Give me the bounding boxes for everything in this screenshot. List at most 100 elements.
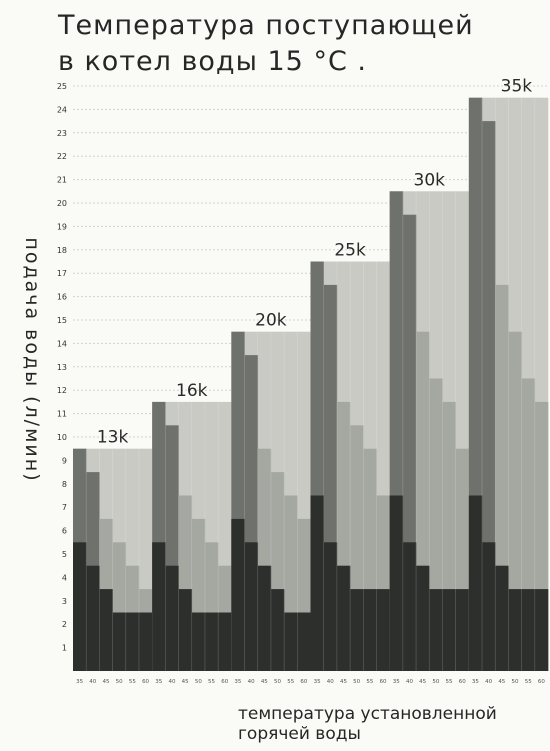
bar-dark-g2-c2 [257,565,272,671]
bar-dark-g0-c0 [73,542,87,671]
x-tick-label-g0-c3: 50 [116,679,123,685]
x-tick-label-g3-c3: 50 [353,679,360,685]
y-tick-label-0: 1 [62,644,67,653]
bar-dark-g5-c5 [534,589,549,671]
y-tick-label-6: 7 [62,503,67,512]
bar-dark-g0-c1 [86,565,100,671]
y-tick-label-14: 15 [57,316,67,325]
y-tick-label-17: 18 [57,246,67,255]
bar-dark-g5-c4 [521,589,536,671]
bar-dark-g3-c1 [323,542,338,671]
x-tick-label-g4-c2: 45 [419,679,426,685]
x-tick-label-g4-c4: 55 [446,679,453,685]
chart-title-line-2: в котел воды 15 °С . [58,46,367,77]
y-tick-label-12: 13 [57,363,67,372]
x-tick-label-g2-c1: 40 [248,679,255,685]
bar-dark-g2-c1 [244,542,259,671]
x-tick-label-g0-c2: 45 [102,679,109,685]
x-tick-label-g1-c3: 50 [195,679,202,685]
bar-dark-g3-c3 [350,589,364,671]
x-tick-label-g4-c5: 60 [459,679,466,685]
bar-dark-g1-c3 [191,612,206,671]
bar-dark-g5-c2 [495,565,509,671]
y-tick-label-3: 4 [62,573,67,582]
group-label-1: 16k [176,381,208,401]
y-tick-label-5: 6 [62,527,67,536]
y-tick-label-19: 20 [57,199,67,208]
chart-title-line-1: Температура поступающей [58,10,474,41]
y-tick-label-1: 2 [62,620,67,629]
y-tick-label-2: 3 [62,597,67,606]
bar-dark-g4-c0 [389,495,404,671]
bar-dark-g2-c3 [270,589,285,671]
x-tick-label-g0-c1: 40 [89,679,96,685]
x-tick-label-g3-c2: 45 [340,679,347,685]
y-tick-label-10: 11 [57,410,67,419]
x-tick-label-g2-c5: 60 [300,679,307,685]
x-tick-label-g2-c0: 35 [234,679,241,685]
y-tick-label-15: 16 [57,293,67,302]
bar-dark-g1-c2 [178,589,193,671]
x-tick-label-g0-c5: 60 [142,679,149,685]
bar-dark-g4-c2 [416,565,430,671]
y-tick-label-7: 8 [62,480,67,489]
y-tick-label-4: 5 [62,550,67,559]
chart-canvas: 1234567891011121314151617181920212223242… [57,77,549,685]
bar-dark-g0-c3 [112,612,127,671]
bar-dark-g4-c1 [402,542,417,671]
x-tick-label-g1-c1: 40 [168,679,175,685]
bar-dark-g5-c0 [468,495,483,671]
bar-dark-g0-c5 [138,612,153,671]
x-tick-label-g5-c0: 35 [472,679,479,685]
y-tick-label-16: 17 [57,269,67,278]
y-tick-label-9: 10 [57,433,67,442]
bar-dark-g5-c1 [482,542,496,671]
bar-dark-g2-c5 [297,612,311,671]
y-tick-label-13: 14 [57,339,67,348]
x-tick-label-g1-c4: 55 [208,679,215,685]
bar-dark-g3-c0 [310,495,324,671]
x-tick-label-g1-c2: 45 [182,679,189,685]
bar-g5-c3 [508,331,522,671]
bar-dark-g1-c5 [218,612,232,671]
x-tick-label-g3-c0: 35 [314,679,321,685]
x-tick-label-g1-c0: 35 [155,679,162,685]
chart-title: Температура поступающей в котел воды 15 … [58,8,538,80]
y-tick-label-20: 21 [57,176,67,185]
bar-g5-c1 [482,121,496,672]
x-tick-label-g4-c3: 50 [432,679,439,685]
y-tick-label-24: 25 [57,82,67,91]
bar-dark-g3-c4 [363,589,377,671]
x-tick-label-g0-c4: 55 [129,679,136,685]
y-tick-label-21: 22 [57,152,67,161]
bar-dark-g4-c4 [442,589,456,671]
x-tick-label-g0-c0: 35 [76,679,83,685]
x-tick-label-g5-c4: 55 [525,679,532,685]
bar-dark-g2-c0 [231,518,245,671]
y-tick-label-11: 12 [57,386,67,395]
bar-dark-g0-c2 [99,589,113,671]
x-tick-label-g4-c0: 35 [393,679,400,685]
bar-dark-g3-c2 [336,565,351,671]
x-tick-label-g3-c1: 40 [327,679,334,685]
x-tick-label-g5-c2: 45 [498,679,505,685]
x-tick-label-g2-c2: 45 [261,679,268,685]
x-axis-label: температура установленной горячей воды [238,704,497,744]
x-tick-label-g5-c3: 50 [512,679,519,685]
group-label-0: 13k [97,428,129,448]
bar-dark-g1-c0 [152,542,166,671]
group-label-2: 20k [255,311,287,331]
bar-dark-g0-c4 [125,612,140,671]
y-tick-label-8: 9 [62,456,67,465]
bar-dark-g3-c5 [376,589,390,671]
group-label-4: 30k [414,170,446,190]
bar-dark-g2-c4 [284,612,298,671]
bar-dark-g1-c1 [165,565,179,671]
x-tick-label-g4-c1: 40 [406,679,413,685]
x-tick-label-g2-c4: 55 [287,679,294,685]
y-tick-label-22: 23 [57,129,67,138]
x-tick-label-g2-c3: 50 [274,679,281,685]
x-tick-label-g3-c4: 55 [366,679,373,685]
x-tick-label-g3-c5: 60 [380,679,387,685]
bar-dark-g4-c3 [429,589,443,671]
